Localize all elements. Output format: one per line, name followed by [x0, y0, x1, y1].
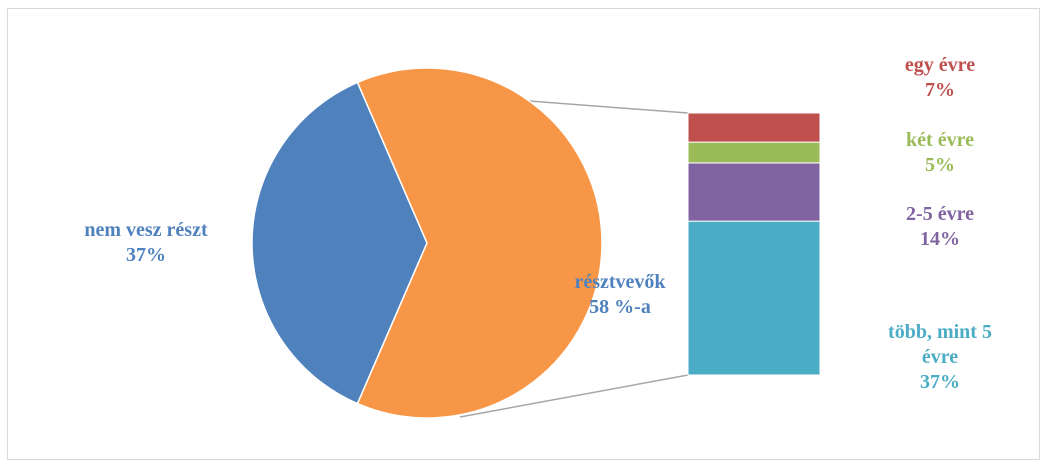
pie-label-nem-vesz-reszt: nem vesz részt 37% — [84, 219, 208, 266]
bar-segment-2-5-evre — [687, 162, 821, 222]
stacked-bar — [687, 112, 821, 376]
pie-slice-resztvevok — [356, 67, 603, 419]
pie-slice-nem-vesz-reszt — [251, 81, 428, 405]
bar-label-2-5-evre: 2-5 évre 14% — [906, 203, 974, 250]
bar-label-tobb-mint-5: több, mint 5 évre 37% — [888, 321, 992, 393]
bar-label-egy-evre: egy évre 7% — [905, 54, 975, 101]
connector-line-bottom — [459, 374, 689, 418]
bar-label-ket-evre: két évre 5% — [906, 129, 974, 176]
bar-segment-tobb-mint-5 — [687, 220, 821, 376]
bar-segment-egy-evre — [687, 112, 821, 143]
pie-label-resztvevok: résztvevők 58 %-a — [574, 271, 666, 318]
bar-segment-ket-evre — [687, 141, 821, 164]
pie — [251, 67, 603, 419]
data-labels: nem vesz részt 37% résztvevők 58 %-a több, m… — [84, 54, 992, 393]
